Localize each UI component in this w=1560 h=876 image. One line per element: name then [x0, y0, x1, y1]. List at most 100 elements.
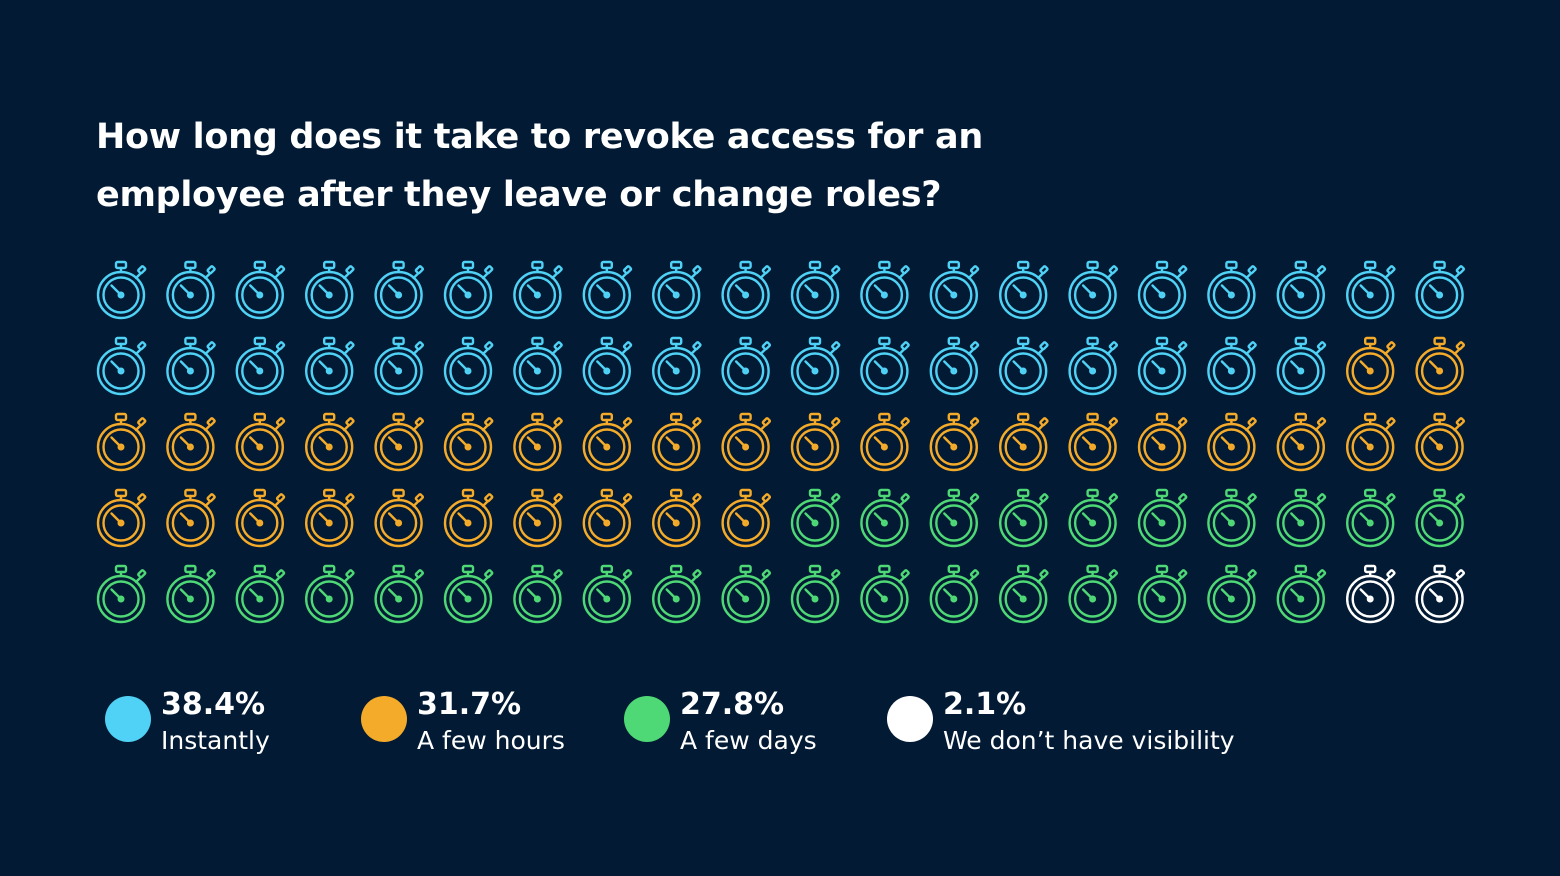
stopwatch-icon-a-few-days	[929, 488, 980, 548]
stopwatch-icon-a-few-hours	[721, 412, 772, 472]
stopwatch-icon-a-few-hours	[790, 412, 841, 472]
stopwatch-icon-a-few-hours	[513, 488, 563, 548]
stopwatch-icon-instantly	[1415, 260, 1466, 320]
stopwatch-icon-a-few-days	[235, 564, 286, 624]
stopwatch-icon-a-few-days	[1415, 488, 1466, 548]
stopwatch-icon-a-few-days	[166, 564, 216, 624]
stopwatch-icon-a-few-days	[860, 564, 910, 624]
stopwatch-icon-a-few-hours	[1345, 412, 1396, 472]
stopwatch-icon-a-few-hours	[235, 412, 286, 472]
stopwatch-icon-a-few-days	[1207, 488, 1257, 548]
stopwatch-icon-a-few-days	[1137, 564, 1188, 624]
stopwatch-icon-instantly	[721, 336, 772, 396]
stopwatch-icon-instantly	[999, 336, 1049, 396]
stopwatch-icon-instantly	[513, 260, 563, 320]
stopwatch-icon-instantly	[374, 336, 425, 396]
stopwatch-icon-a-few-days	[652, 564, 702, 624]
stopwatch-icon-a-few-hours	[235, 488, 286, 548]
stopwatch-icon-instantly	[305, 336, 355, 396]
stopwatch-icon-instantly	[513, 336, 563, 396]
stopwatch-icon-instantly	[1068, 336, 1119, 396]
stopwatch-icon-a-few-hours	[1137, 412, 1188, 472]
stopwatch-icon-instantly	[1276, 260, 1327, 320]
stopwatch-icon-a-few-hours	[860, 412, 910, 472]
stopwatch-icon-instantly	[652, 260, 702, 320]
stopwatch-icon-a-few-days	[1207, 564, 1257, 624]
stopwatch-icon-a-few-days	[1068, 564, 1119, 624]
stopwatch-icon-a-few-hours	[721, 488, 772, 548]
stopwatch-icon-a-few-days	[1068, 488, 1119, 548]
stopwatch-icon-a-few-hours	[96, 488, 147, 548]
stopwatch-icon-a-few-hours	[305, 412, 355, 472]
stopwatch-icon-a-few-days	[1276, 564, 1327, 624]
stopwatch-icon-instantly	[1207, 260, 1257, 320]
stopwatch-icon-a-few-hours	[443, 488, 494, 548]
stopwatch-icon-a-few-days	[999, 564, 1049, 624]
stopwatch-icon-a-few-days	[790, 488, 841, 548]
stopwatch-icon-instantly	[166, 336, 216, 396]
stopwatch-icon-a-few-hours	[305, 488, 355, 548]
stopwatch-icon-a-few-days	[721, 564, 772, 624]
stopwatch-icon-a-few-hours	[582, 488, 633, 548]
stopwatch-icon-we-don-t-have-visibility	[1415, 564, 1466, 624]
stopwatch-icon-a-few-days	[305, 564, 355, 624]
legend-swatch-instantly	[105, 696, 151, 742]
stopwatch-icon-instantly	[1276, 336, 1327, 396]
stopwatch-icon-a-few-days	[582, 564, 633, 624]
stopwatch-icon-instantly	[374, 260, 425, 320]
stopwatch-icon-a-few-hours	[374, 412, 425, 472]
legend-label-instantly: Instantly	[161, 726, 270, 755]
stopwatch-icon-instantly	[582, 260, 633, 320]
stopwatch-icon-a-few-hours	[929, 412, 980, 472]
stopwatch-icon-a-few-hours	[1068, 412, 1119, 472]
stopwatch-icon-instantly	[790, 260, 841, 320]
stopwatch-icon-a-few-days	[790, 564, 841, 624]
stopwatch-icon-instantly	[860, 336, 910, 396]
legend-label-no-visibility: We don’t have visibility	[943, 726, 1235, 755]
stopwatch-icon-a-few-hours	[166, 412, 216, 472]
stopwatch-icon-instantly	[860, 260, 910, 320]
stopwatch-icon-a-few-days	[1345, 488, 1396, 548]
stopwatch-icon-instantly	[96, 336, 147, 396]
stopwatch-icon-a-few-hours	[166, 488, 216, 548]
legend-label-a-few-hours: A few hours	[417, 726, 565, 755]
stopwatch-icon-a-few-hours	[443, 412, 494, 472]
stopwatch-icon-instantly	[1345, 260, 1396, 320]
legend-swatch-no-visibility	[887, 696, 933, 742]
stopwatch-icon-a-few-hours	[374, 488, 425, 548]
stopwatch-icon-a-few-hours	[652, 488, 702, 548]
stopwatch-icon-instantly	[1068, 260, 1119, 320]
chart-title-line-1: How long does it take to revoke access f…	[96, 117, 983, 157]
chart-title-line-2: employee after they leave or change role…	[96, 175, 942, 215]
legend-value-a-few-days: 27.8%	[680, 687, 785, 722]
stopwatch-icon-instantly	[929, 336, 980, 396]
stopwatch-icon-a-few-hours	[1415, 412, 1466, 472]
stopwatch-icon-a-few-days	[929, 564, 980, 624]
stopwatch-icon-we-don-t-have-visibility	[1345, 564, 1396, 624]
stopwatch-icon-a-few-days	[1137, 488, 1188, 548]
stopwatch-icon-a-few-days	[443, 564, 494, 624]
stopwatch-icon-instantly	[235, 336, 286, 396]
stopwatch-icon-instantly	[999, 260, 1049, 320]
stopwatch-icon-instantly	[652, 336, 702, 396]
stopwatch-icon-a-few-hours	[582, 412, 633, 472]
stopwatch-icon-a-few-days	[999, 488, 1049, 548]
stopwatch-icon-instantly	[1207, 336, 1257, 396]
legend-swatch-a-few-hours	[361, 696, 407, 742]
stopwatch-icon-instantly	[1137, 336, 1188, 396]
stopwatch-icon-a-few-hours	[999, 412, 1049, 472]
stopwatch-icon-a-few-hours	[513, 412, 563, 472]
stopwatch-icon-instantly	[929, 260, 980, 320]
stopwatch-icon-a-few-hours	[1345, 336, 1396, 396]
stopwatch-icon-a-few-days	[374, 564, 425, 624]
stopwatch-pictograph	[96, 260, 1466, 624]
stopwatch-icon-a-few-days	[513, 564, 563, 624]
legend-value-a-few-hours: 31.7%	[417, 687, 522, 722]
legend-value-no-visibility: 2.1%	[943, 687, 1027, 722]
legend-swatch-a-few-days	[624, 696, 670, 742]
stopwatch-icon-instantly	[721, 260, 772, 320]
stopwatch-icon-a-few-hours	[652, 412, 702, 472]
stopwatch-icon-a-few-hours	[96, 412, 147, 472]
stopwatch-icon-a-few-hours	[1415, 336, 1466, 396]
legend-value-instantly: 38.4%	[161, 687, 266, 722]
